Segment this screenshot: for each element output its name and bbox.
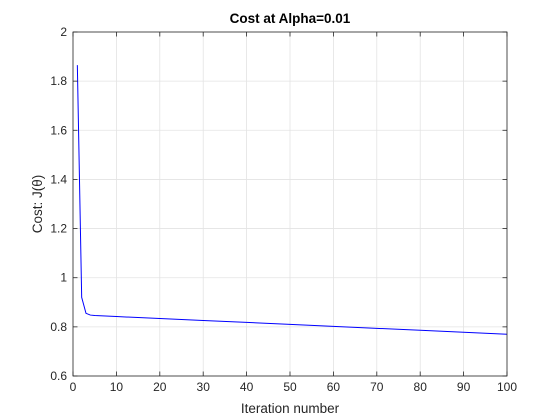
y-tick-label: 1.8 [50, 74, 67, 88]
x-tick-label: 50 [283, 380, 297, 394]
y-tick-label: 1.4 [50, 172, 67, 186]
x-tick-label: 80 [414, 380, 428, 394]
series-layer [76, 65, 508, 335]
x-tick-label: 30 [197, 380, 211, 394]
chart-title: Cost at Alpha=0.01 [230, 11, 351, 26]
tick-labels: 0 10 20 30 40 50 60 70 80 90 100 0.6 0.8 1 1.2 1.4 1.6 1.… [50, 25, 517, 394]
tick-marks [72, 31, 508, 377]
y-tick-label: 1.2 [50, 222, 67, 236]
y-tick-label: 1 [60, 271, 67, 285]
x-tick-label: 100 [497, 380, 517, 394]
x-tick-label: 90 [457, 380, 471, 394]
y-axis-label: Cost: J(θ) [30, 175, 45, 234]
y-tick-label: 2 [60, 25, 67, 39]
x-axis-label: Iteration number [241, 401, 340, 416]
x-tick-label: 20 [153, 380, 167, 394]
x-tick-label: 40 [240, 380, 254, 394]
y-tick-label: 1.6 [50, 123, 67, 137]
y-tick-label: 0.6 [50, 369, 67, 383]
x-tick-label: 60 [327, 380, 341, 394]
x-tick-label: 0 [70, 380, 77, 394]
x-tick-label: 70 [370, 380, 384, 394]
y-tick-label: 0.8 [50, 320, 67, 334]
x-tick-label: 10 [110, 380, 124, 394]
cost-series-line [76, 65, 508, 335]
